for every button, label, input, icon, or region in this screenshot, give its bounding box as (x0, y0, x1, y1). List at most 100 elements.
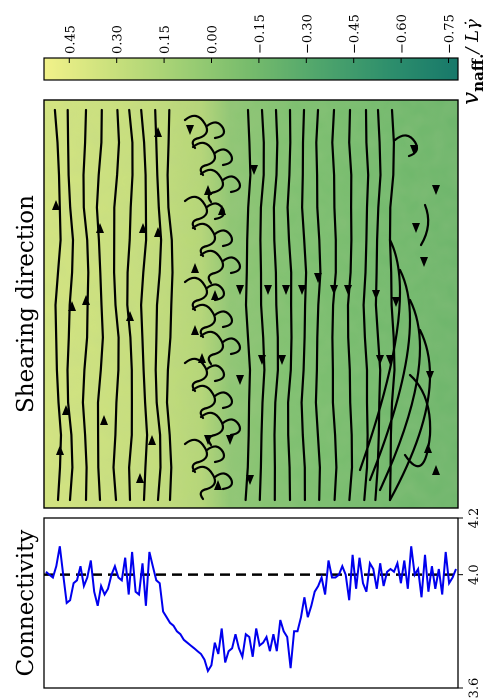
stream-arrow (278, 355, 286, 365)
streamline (213, 472, 234, 491)
stream-arrow (426, 371, 434, 381)
streamline (244, 108, 252, 502)
streamline (165, 108, 174, 502)
stream-arrow (154, 127, 162, 137)
streamline (221, 175, 242, 194)
stream-arrow (198, 353, 206, 363)
stream-arrow (148, 435, 156, 445)
stream-arrow (214, 480, 222, 490)
stream-arrow (211, 290, 219, 300)
streamline (205, 445, 226, 464)
streamline (191, 303, 217, 339)
stream-arrow (432, 465, 440, 475)
stream-arrow (100, 415, 108, 425)
streamline (126, 108, 134, 502)
colorbar-tick-label: 0.45 (63, 25, 78, 54)
connectivity-line (45, 546, 457, 674)
streamline (300, 108, 308, 502)
stream-arrow (432, 185, 440, 195)
colorbar-bar (43, 57, 459, 81)
stream-arrows (52, 125, 440, 490)
colorbar-tick-label: −0.30 (300, 14, 315, 54)
stream-arrow (96, 223, 104, 233)
colorbar-label-main: v (458, 92, 484, 105)
stream-arrow (204, 185, 212, 195)
stream-arrow (246, 475, 254, 485)
streamline (183, 195, 209, 231)
streamline (213, 148, 234, 167)
streamline (183, 276, 209, 312)
stream-arrow (264, 285, 272, 295)
streamline (191, 141, 217, 177)
stream-arrow (226, 435, 234, 445)
stream-arrow (56, 445, 64, 455)
stream-arrow (236, 375, 244, 385)
streamline (199, 249, 225, 285)
stream-arrow (126, 311, 134, 321)
streamline (191, 465, 217, 501)
stream-arrow (330, 285, 338, 295)
streamline (53, 108, 63, 502)
streamline (213, 391, 234, 410)
stream-arrow (191, 325, 199, 335)
colorbar-label-rest: / Lγ̇ (462, 19, 483, 56)
streamline (183, 114, 209, 150)
colorbar-tick-label: −0.45 (348, 14, 363, 54)
svg-text:vnaff./ Lγ̇: vnaff./ Lγ̇ (458, 19, 487, 105)
streamline (139, 108, 149, 502)
streamline (221, 337, 242, 356)
stream-arrow (424, 443, 432, 453)
streamline (221, 256, 242, 275)
stream-arrow (314, 273, 322, 283)
streamline (258, 108, 266, 502)
stream-arrow (52, 200, 60, 210)
stream-arrow (82, 295, 90, 305)
colorbar-tick-label: −0.15 (253, 14, 268, 54)
stream-arrow (376, 355, 384, 365)
colorbar-tick-label: −0.60 (395, 14, 410, 54)
stream-arrow (236, 285, 244, 295)
streamline (346, 108, 354, 502)
stream-arrow (154, 227, 162, 237)
streamline (183, 357, 209, 393)
stream-arrow (136, 473, 144, 483)
streamline (388, 108, 396, 502)
streamline (221, 418, 242, 437)
streamline (362, 108, 370, 502)
stream-arrow (372, 290, 380, 300)
streamline (205, 121, 226, 140)
streamline (112, 108, 121, 502)
streamline (205, 364, 226, 383)
stream-arrow (139, 223, 147, 233)
stream-arrow (191, 263, 199, 273)
flow-panel-label: Shearing direction (13, 195, 39, 413)
streamline (213, 310, 234, 329)
stream-arrow (420, 257, 428, 267)
colorbar-label: vnaff./ Lγ̇ (458, 19, 487, 105)
streamline (199, 330, 225, 366)
connectivity-frame (43, 517, 459, 689)
streamline (205, 283, 226, 302)
stream-arrow (392, 297, 400, 307)
colorbar-tick-label: 0.30 (111, 25, 126, 54)
colorbar-tick-label: 0.15 (158, 25, 173, 54)
connectivity-panel: 3.6 4.0 4.2 Connectivity (13, 508, 482, 699)
stream-arrow (218, 205, 226, 215)
stream-arrow (282, 285, 290, 295)
streamline (403, 373, 432, 468)
streamline (314, 108, 322, 502)
streamline (66, 108, 75, 502)
streamline (213, 229, 234, 248)
colorbar-tick-label: −0.75 (443, 14, 458, 54)
stream-arrow (62, 405, 70, 415)
stream-arrow (344, 285, 352, 295)
colorbar-label-sub: naff. (469, 54, 487, 92)
streamline (95, 108, 105, 502)
streamline (191, 222, 217, 258)
stream-arrow (412, 223, 420, 233)
connectivity-ticks: 3.6 4.0 4.2 (458, 508, 482, 698)
stream-arrow (186, 125, 194, 135)
streamline (191, 384, 217, 420)
connectivity-label: Connectivity (13, 530, 39, 677)
